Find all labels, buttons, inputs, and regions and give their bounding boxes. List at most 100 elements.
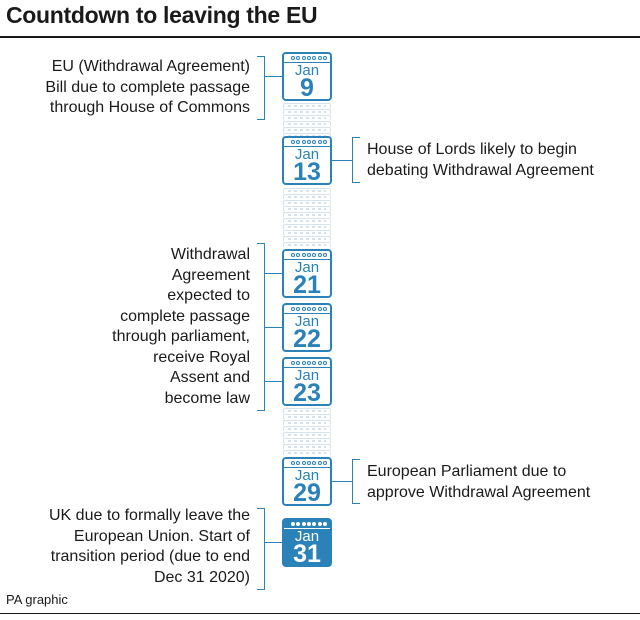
note-line: approve Withdrawal Agreement bbox=[367, 483, 591, 501]
bracket-jan-21-23 bbox=[257, 243, 265, 411]
ring-dot bbox=[322, 307, 327, 311]
ghost-calendar-edge bbox=[283, 200, 331, 206]
calendar-rings-icon bbox=[284, 360, 330, 368]
bracket-jan-9 bbox=[257, 56, 265, 120]
footer-rule bbox=[0, 613, 640, 614]
ring-dot bbox=[317, 522, 322, 526]
ring-dot bbox=[291, 361, 295, 365]
ghost-calendar-edge bbox=[283, 109, 331, 115]
ring-dot bbox=[306, 361, 311, 365]
ring-dot bbox=[301, 56, 306, 60]
calendar-jan-29: Jan 29 bbox=[282, 457, 332, 506]
calendar-month: Jan bbox=[294, 259, 320, 276]
calendar-day: 31 bbox=[293, 540, 321, 568]
calendar-jan-22: Jan 22 bbox=[282, 303, 332, 352]
ring-dot bbox=[322, 461, 327, 465]
ghost-calendar-edge bbox=[283, 242, 331, 248]
ring-dot bbox=[301, 307, 306, 311]
calendar-day: 29 bbox=[293, 479, 321, 507]
ghost-calendar-edge bbox=[283, 224, 331, 230]
ghost-calendar-edge bbox=[283, 414, 331, 420]
calendar-jan-9: Jan 9 bbox=[282, 52, 332, 101]
connector-jan-21 bbox=[265, 273, 282, 274]
connector-jan-29 bbox=[332, 481, 352, 482]
calendar-month: Jan bbox=[294, 62, 320, 79]
ghost-calendar-edge bbox=[283, 426, 331, 432]
ring-dot bbox=[322, 140, 327, 144]
ring-dot bbox=[296, 56, 301, 60]
ghost-calendar-edge bbox=[283, 450, 331, 456]
source-credit: PA graphic bbox=[6, 592, 68, 607]
calendar-jan-23: Jan 23 bbox=[282, 357, 332, 406]
calendar-rings-icon bbox=[284, 306, 330, 314]
ghost-calendar-edge bbox=[283, 206, 331, 212]
ring-dot bbox=[322, 253, 327, 257]
ring-dot bbox=[306, 522, 311, 526]
ring-dot bbox=[312, 140, 317, 144]
ghost-calendar-edge bbox=[283, 115, 331, 121]
ghost-calendar-edge bbox=[283, 230, 331, 236]
page-title: Countdown to leaving the EU bbox=[6, 2, 318, 28]
ring-dot bbox=[312, 307, 317, 311]
note-line: Agreement bbox=[171, 266, 250, 284]
calendar-day: 21 bbox=[293, 271, 321, 299]
connector-jan-13 bbox=[332, 160, 352, 161]
ring-dot bbox=[322, 522, 327, 526]
note-line: complete passage bbox=[120, 307, 250, 325]
calendar-month: Jan bbox=[294, 467, 320, 484]
ring-dot bbox=[317, 461, 322, 465]
ring-dot bbox=[317, 307, 322, 311]
ring-dot bbox=[291, 56, 295, 60]
connector-jan-9 bbox=[265, 76, 282, 77]
note-line: UK due to formally leave the bbox=[49, 507, 250, 524]
calendar-rings-icon bbox=[284, 460, 330, 468]
note-line: EU (Withdrawal Agreement) bbox=[51, 58, 250, 75]
note-line: European Union. Start of bbox=[73, 527, 250, 545]
ring-dot bbox=[291, 253, 295, 257]
ghost-calendar-edge bbox=[283, 127, 331, 133]
ring-dot bbox=[312, 461, 317, 465]
ring-dot bbox=[291, 461, 295, 465]
calendar-rings-icon bbox=[284, 139, 330, 147]
ring-dot bbox=[317, 56, 322, 60]
bracket-jan-31 bbox=[257, 508, 265, 590]
ring-dot bbox=[306, 140, 311, 144]
note-jan-21-23: Withdrawal Agreement expected to complet… bbox=[112, 245, 250, 409]
title-rule bbox=[0, 36, 640, 38]
calendar-month: Jan bbox=[294, 528, 320, 545]
ring-dot bbox=[306, 253, 311, 257]
note-line: receive Royal bbox=[153, 348, 250, 366]
note-jan-31: UK due to formally leave the European Un… bbox=[49, 506, 250, 588]
calendar-rings-icon bbox=[284, 55, 330, 63]
note-line: Withdrawal bbox=[170, 246, 250, 263]
ring-dot bbox=[306, 307, 311, 311]
calendar-rings-icon bbox=[284, 252, 330, 260]
ghost-calendar-edge bbox=[283, 236, 331, 242]
note-line: Dec 31 2020) bbox=[153, 568, 250, 586]
ring-dot bbox=[296, 253, 301, 257]
ring-dot bbox=[312, 361, 317, 365]
ring-dot bbox=[301, 461, 306, 465]
ring-dot bbox=[306, 56, 311, 60]
ring-dot bbox=[291, 307, 295, 311]
bracket-jan-29 bbox=[352, 459, 360, 504]
ring-dot bbox=[301, 140, 306, 144]
ring-dot bbox=[296, 461, 301, 465]
note-line: through House of Commons bbox=[49, 99, 250, 116]
ring-dot bbox=[296, 140, 301, 144]
calendar-jan-13: Jan 13 bbox=[282, 136, 332, 185]
note-line: through parliament, bbox=[112, 328, 250, 345]
calendar-month: Jan bbox=[294, 146, 320, 163]
calendar-month: Jan bbox=[294, 367, 320, 384]
connector-jan-23 bbox=[265, 381, 282, 382]
ring-dot bbox=[291, 522, 295, 526]
calendar-jan-31: Jan 31 bbox=[282, 518, 332, 567]
ghost-calendar-edge bbox=[283, 438, 331, 444]
ring-dot bbox=[312, 56, 317, 60]
calendar-jan-21: Jan 21 bbox=[282, 249, 332, 298]
note-line: House of Lords likely to begin bbox=[367, 141, 577, 158]
note-jan-9: EU (Withdrawal Agreement) Bill due to co… bbox=[45, 57, 250, 119]
calendar-day: 13 bbox=[293, 158, 321, 186]
note-line: Assent and bbox=[169, 369, 250, 386]
calendar-day: 22 bbox=[293, 325, 321, 353]
